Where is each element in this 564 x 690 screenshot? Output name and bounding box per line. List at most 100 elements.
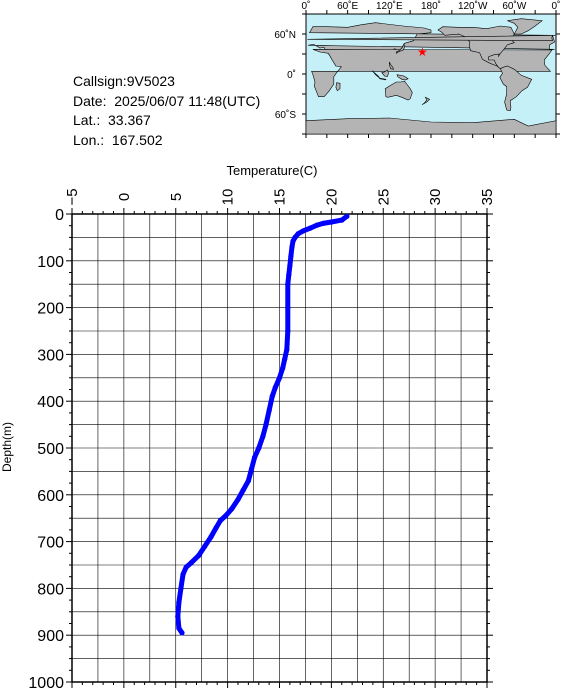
x-tick-label: 5 bbox=[168, 193, 185, 201]
map-frame-ticks bbox=[302, 10, 560, 138]
map-lon-label: 120˚E bbox=[376, 0, 403, 12]
map-landmass bbox=[396, 74, 409, 81]
profile-point bbox=[292, 234, 298, 240]
profile-point bbox=[285, 328, 291, 334]
profile-point bbox=[223, 513, 229, 519]
profile-point bbox=[183, 564, 189, 570]
profile-point bbox=[188, 560, 194, 566]
x-tick-label: 30 bbox=[427, 189, 444, 206]
map-lon-label: 60˚E bbox=[337, 0, 358, 12]
profile-point bbox=[314, 222, 320, 228]
profile-point bbox=[217, 517, 223, 524]
world-map: 0˚ 60˚E 120˚E 180˚ 120˚W 60˚W 0˚ 60˚N 0˚ 60˚S ★ bbox=[274, 0, 561, 138]
profile-point bbox=[289, 244, 295, 250]
callsign-text: Callsign:9V5023 bbox=[73, 73, 175, 89]
profile-point bbox=[300, 228, 306, 234]
profile-point bbox=[287, 262, 293, 269]
y-tick-label: 700 bbox=[37, 535, 64, 552]
map-land bbox=[305, 18, 557, 135]
profile-point bbox=[213, 525, 219, 531]
map-lon-label: 0˚ bbox=[302, 0, 311, 12]
map-lat-label: 60˚N bbox=[274, 29, 296, 41]
temperature-profile-line bbox=[175, 213, 350, 636]
profile-point bbox=[178, 585, 184, 592]
profile-point bbox=[256, 445, 262, 451]
x-tick-label: 0 bbox=[116, 193, 133, 201]
y-tick-label: 0 bbox=[55, 207, 64, 224]
profile-point bbox=[286, 272, 292, 278]
y-axis-label: Depth(m) bbox=[0, 422, 14, 472]
y-tick-label: 900 bbox=[37, 628, 64, 645]
map-lat-label: 0˚ bbox=[287, 69, 296, 81]
profile-point bbox=[284, 347, 290, 353]
x-tick-label: −5 bbox=[64, 188, 81, 205]
profile-point bbox=[202, 543, 208, 549]
x-axis-label: Temperature(C) bbox=[226, 163, 317, 178]
profile-point bbox=[235, 496, 241, 503]
map-landmass bbox=[381, 69, 389, 78]
profile-point bbox=[276, 375, 283, 381]
profile-point bbox=[175, 613, 181, 620]
y-tick-label: 600 bbox=[37, 488, 64, 505]
y-tick-label: 300 bbox=[37, 347, 64, 364]
profile-point bbox=[290, 238, 296, 244]
date-text: Date: 2025/06/07 11:48(UTC) bbox=[73, 92, 261, 109]
profile-point bbox=[282, 356, 288, 362]
y-tick-labels: 0 100 200 300 400 500 600 700 800 900 1000 bbox=[28, 207, 64, 690]
map-lat-label: 60˚S bbox=[275, 109, 296, 121]
map-landmass bbox=[307, 35, 556, 42]
profile-point bbox=[240, 487, 246, 493]
chart-series bbox=[175, 213, 350, 636]
profile-point bbox=[196, 553, 202, 559]
y-tick-label: 800 bbox=[37, 581, 64, 598]
map-landmass bbox=[379, 77, 387, 81]
profile-point bbox=[263, 422, 269, 428]
x-tick-labels: −5 0 5 10 15 20 25 30 35 bbox=[64, 188, 496, 205]
map-lon-label: 120˚W bbox=[458, 0, 488, 12]
x-tick-label: 10 bbox=[220, 189, 237, 206]
map-landmass bbox=[335, 82, 341, 92]
profile-point bbox=[176, 625, 182, 631]
map-landmass bbox=[389, 61, 394, 70]
map-lon-label: 180˚ bbox=[421, 0, 441, 12]
map-landmass bbox=[371, 70, 380, 79]
y-tick-label: 100 bbox=[37, 254, 64, 271]
chart-minor-ticks bbox=[66, 208, 493, 688]
profile-point bbox=[320, 220, 326, 226]
map-landmass bbox=[421, 96, 431, 105]
profile-point bbox=[245, 478, 251, 484]
x-tick-label: 15 bbox=[272, 189, 289, 206]
profile-point bbox=[285, 281, 291, 287]
profile-point bbox=[229, 506, 235, 512]
lat-text: Lat.: 33.367 bbox=[73, 112, 151, 128]
y-tick-label: 400 bbox=[37, 394, 64, 411]
x-tick-label: 35 bbox=[479, 189, 496, 206]
chart-grid bbox=[72, 214, 487, 682]
profile-point bbox=[339, 217, 345, 223]
map-landmass bbox=[507, 18, 543, 35]
profile-point bbox=[344, 213, 350, 219]
profile-point bbox=[176, 599, 182, 606]
map-landmass bbox=[499, 65, 533, 112]
profile-point bbox=[180, 571, 186, 578]
profile-point bbox=[280, 365, 286, 371]
map-landmass bbox=[384, 80, 413, 101]
profile-point bbox=[272, 384, 278, 390]
map-lon-label: 60˚W bbox=[502, 0, 526, 12]
station-marker: ★ bbox=[417, 45, 428, 59]
y-tick-label: 500 bbox=[37, 441, 64, 458]
plot-area bbox=[71, 213, 488, 683]
x-tick-label: 25 bbox=[375, 189, 392, 206]
station-info: Callsign:9V5023 Date: 2025/06/07 11:48(U… bbox=[73, 72, 260, 150]
profile-point bbox=[179, 630, 185, 636]
map-lon-label: 0˚ bbox=[552, 0, 561, 12]
profile-point bbox=[288, 253, 294, 259]
profile-point bbox=[308, 225, 314, 231]
map-landmass bbox=[396, 43, 405, 54]
profile-point bbox=[285, 305, 291, 311]
profile-point bbox=[248, 466, 255, 472]
profile-point bbox=[208, 534, 214, 540]
lon-text: Lon.: 167.502 bbox=[73, 131, 163, 148]
profile-point bbox=[269, 393, 275, 400]
profile-point bbox=[266, 408, 272, 414]
